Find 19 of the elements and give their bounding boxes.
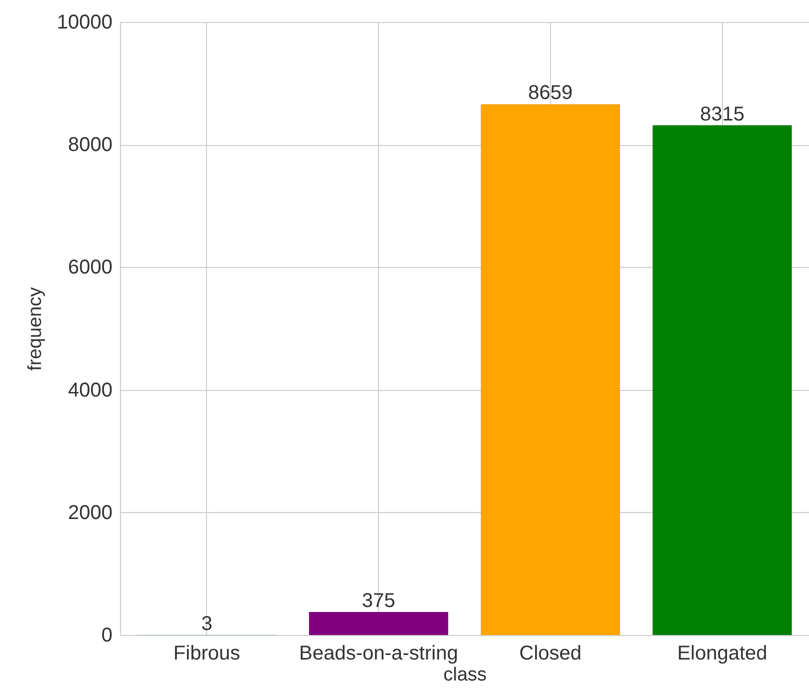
- data-label: 375: [362, 590, 396, 612]
- data-label: 3: [201, 612, 212, 635]
- y-tick-label: 0: [101, 624, 112, 646]
- data-label: 8315: [700, 103, 744, 126]
- x-tick-label: Elongated: [677, 642, 768, 664]
- x-tick-label: Beads-on-a-string: [299, 642, 458, 664]
- bar: [652, 125, 792, 635]
- y-axis-title: frequency: [24, 286, 46, 371]
- y-tick-label: 4000: [68, 379, 112, 402]
- data-label: 8659: [528, 82, 573, 104]
- x-axis-title: class: [443, 664, 487, 686]
- y-tick-label: 10000: [56, 12, 112, 34]
- y-tick-label: 2000: [68, 502, 112, 524]
- x-tick-label: Closed: [519, 642, 582, 664]
- bar: [480, 104, 620, 635]
- bar: [309, 612, 448, 635]
- x-tick-label: Fibrous: [173, 642, 240, 664]
- y-tick-label: 8000: [68, 134, 112, 156]
- y-tick-label: 6000: [68, 256, 112, 279]
